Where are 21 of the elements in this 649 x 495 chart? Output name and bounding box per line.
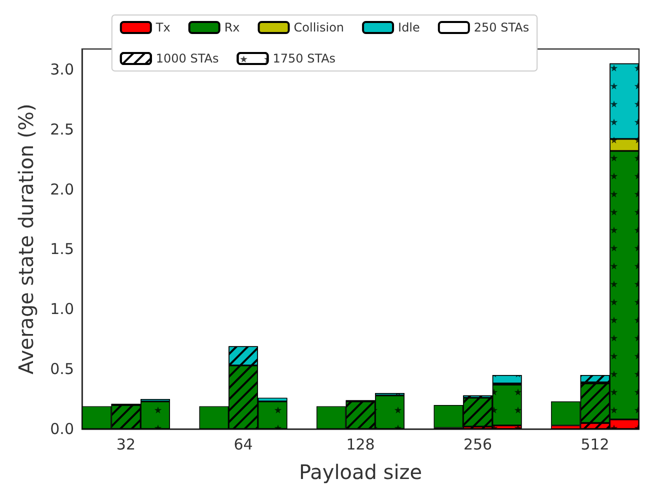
legend-label: 1750 STAs — [272, 52, 336, 66]
x-tick-label: 64 — [234, 436, 253, 454]
y-tick-label: 0.0 — [50, 420, 74, 438]
x-tick-label: 512 — [580, 436, 610, 454]
y-tick-label: 2.5 — [50, 120, 74, 138]
legend-label: Tx — [154, 20, 170, 34]
legend-label: Rx — [224, 20, 240, 34]
legend-label: Collision — [294, 20, 344, 34]
legend-label: 1000 STAs — [156, 52, 219, 66]
legend-label: 250 STAs — [474, 20, 530, 34]
y-axis-title: Average state duration (%) — [14, 104, 38, 374]
y-tick-label: 3.0 — [50, 60, 74, 78]
x-tick-label: 128 — [346, 436, 375, 454]
x-axis-title: Payload size — [298, 460, 422, 484]
y-tick-label: 1.5 — [50, 240, 74, 258]
y-tick-label: 1.0 — [50, 300, 74, 318]
y-tick-label: 0.5 — [50, 360, 74, 378]
x-tick-label: 256 — [463, 436, 492, 454]
legend-label: Idle — [398, 20, 420, 34]
y-tick-label: 2.0 — [50, 180, 74, 198]
x-tick-label: 32 — [116, 436, 136, 454]
